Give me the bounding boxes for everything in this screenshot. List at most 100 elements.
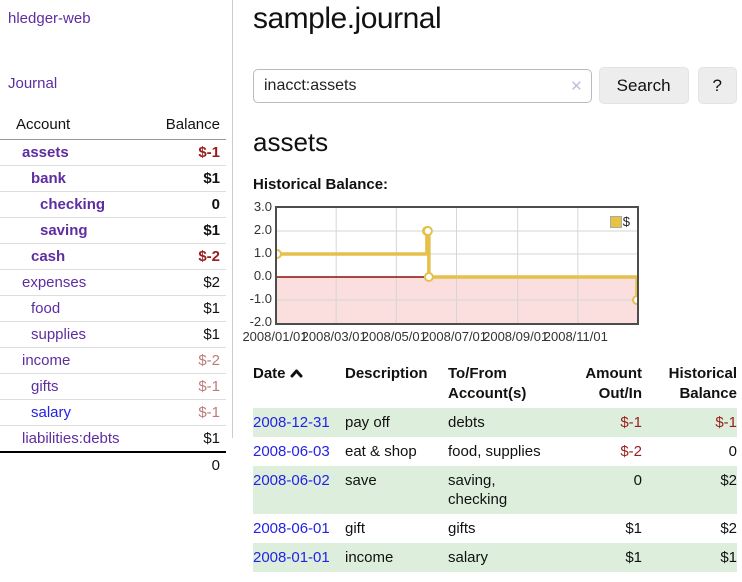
sidebar: hledger-web Journal Account Balance asse… bbox=[0, 0, 233, 478]
y-axis-tick-label: 0.0 bbox=[253, 268, 272, 283]
transaction-description: eat & shop bbox=[345, 443, 417, 460]
page-title: sample.journal bbox=[253, 2, 442, 35]
account-row-gifts: gifts $-1 bbox=[0, 373, 226, 400]
app-title-link[interactable]: hledger-web bbox=[8, 10, 91, 27]
transaction-row: 2008-12-31 pay off debts $-1 $-1 bbox=[253, 408, 737, 437]
accounts-table: Account Balance assets $-1 bank $1 check… bbox=[0, 112, 226, 478]
account-row-bank: bank $1 bbox=[0, 165, 226, 192]
x-axis-tick-label: 2008/05/01 bbox=[361, 329, 427, 344]
transaction-row: 2008-06-02 save saving, checking 0 $2 bbox=[253, 466, 737, 514]
balance-column-header: Historical Balance bbox=[668, 365, 737, 402]
sidebar-item-journal[interactable]: Journal bbox=[8, 75, 58, 92]
transaction-amount: $-1 bbox=[620, 414, 642, 431]
account-balance: $1 bbox=[150, 295, 226, 322]
y-axis-tick-label: -2.0 bbox=[249, 314, 272, 329]
search-button[interactable]: Search bbox=[598, 67, 689, 104]
account-row-liabilities-debts: liabilities:debts $1 bbox=[0, 425, 226, 453]
account-balance: $-2 bbox=[150, 243, 226, 270]
transaction-accounts: saving, checking bbox=[448, 472, 508, 508]
account-link[interactable]: cash bbox=[31, 248, 66, 265]
account-link[interactable]: saving bbox=[40, 222, 88, 239]
legend-swatch-icon bbox=[609, 215, 622, 228]
transaction-description: gift bbox=[345, 520, 366, 537]
transaction-date-link[interactable]: 2008-06-01 bbox=[253, 520, 330, 537]
amount-column-header: Amount Out/In bbox=[585, 365, 642, 402]
description-column-header: Description bbox=[345, 365, 428, 382]
accounts-header-row: Account Balance bbox=[0, 112, 226, 140]
account-row-expenses: expenses $2 bbox=[0, 269, 226, 296]
transaction-date-link[interactable]: 2008-06-02 bbox=[253, 472, 330, 489]
transaction-row: 2008-01-01 income salary $1 $1 bbox=[253, 543, 737, 572]
chart-title: Historical Balance: bbox=[253, 176, 389, 193]
account-link[interactable]: assets bbox=[22, 144, 69, 161]
transaction-amount: 0 bbox=[633, 472, 642, 489]
transaction-balance: $1 bbox=[720, 549, 737, 566]
historical-balance-chart: $ 3.0 2.0 1.0 0.0 -1.0 -2.0 2008/01/01 2008/03/… bbox=[242, 199, 653, 346]
account-link[interactable]: income bbox=[22, 352, 71, 369]
transaction-balance: $2 bbox=[720, 472, 737, 489]
x-axis-tick-label: 2008/09/01 bbox=[483, 329, 549, 344]
date-column-header[interactable]: Date bbox=[253, 360, 345, 408]
account-row-saving: saving $1 bbox=[0, 217, 226, 244]
account-link[interactable]: bank bbox=[31, 170, 67, 187]
account-balance: $-1 bbox=[150, 373, 226, 400]
search-row: ✕ Search ? bbox=[253, 67, 737, 104]
transaction-amount: $1 bbox=[625, 549, 642, 566]
clear-search-icon[interactable]: ✕ bbox=[570, 77, 583, 95]
legend-label: $ bbox=[622, 214, 630, 229]
transaction-balance: 0 bbox=[728, 443, 737, 460]
transaction-row: 2008-06-01 gift gifts $1 $2 bbox=[253, 514, 737, 543]
transaction-date-link[interactable]: 2008-12-31 bbox=[253, 414, 330, 431]
accounts-total-row: 0 bbox=[0, 451, 226, 478]
main-content: sample.journal ✕ Search ? assets Histori… bbox=[233, 0, 742, 572]
chart-plot-area: $ bbox=[275, 206, 639, 325]
transaction-accounts: debts bbox=[448, 414, 485, 431]
account-balance: $-1 bbox=[150, 139, 226, 166]
chart-legend: $ bbox=[609, 214, 630, 229]
transaction-description: pay off bbox=[345, 414, 390, 431]
help-button[interactable]: ? bbox=[697, 67, 737, 104]
transaction-date-link[interactable]: 2008-01-01 bbox=[253, 549, 330, 566]
account-link[interactable]: supplies bbox=[31, 326, 87, 343]
account-row-food: food $1 bbox=[0, 295, 226, 322]
account-row-cash: cash $-2 bbox=[0, 243, 226, 270]
account-link[interactable]: salary bbox=[31, 404, 72, 421]
account-row-salary: salary $-1 bbox=[0, 399, 226, 426]
account-column-header: Account bbox=[0, 112, 151, 140]
accounts-column-header: To/From Account(s) bbox=[448, 365, 527, 402]
transaction-amount: $-2 bbox=[620, 443, 642, 460]
y-axis-tick-label: 2.0 bbox=[253, 222, 272, 237]
account-balance: 0 bbox=[150, 191, 226, 218]
y-axis-tick-label: -1.0 bbox=[249, 291, 272, 306]
transactions-table: Date Description To/From Account(s) Amou… bbox=[253, 360, 737, 572]
account-page-title: assets bbox=[253, 127, 329, 157]
account-link[interactable]: food bbox=[31, 300, 61, 317]
account-balance: $1 bbox=[150, 217, 226, 244]
account-link[interactable]: expenses bbox=[22, 274, 87, 291]
transactions-header-row: Date Description To/From Account(s) Amou… bbox=[253, 360, 737, 408]
transaction-description: income bbox=[345, 549, 394, 566]
transaction-accounts: food, supplies bbox=[448, 443, 541, 460]
account-link[interactable]: liabilities:debts bbox=[22, 430, 120, 447]
account-balance: $-2 bbox=[150, 347, 226, 374]
account-link[interactable]: gifts bbox=[31, 378, 59, 395]
transaction-description: save bbox=[345, 472, 377, 489]
transaction-row: 2008-06-03 eat & shop food, supplies $-2… bbox=[253, 437, 737, 466]
transaction-accounts: gifts bbox=[448, 520, 476, 537]
account-balance: $1 bbox=[150, 321, 226, 348]
account-row-income: income $-2 bbox=[0, 347, 226, 374]
transaction-date-link[interactable]: 2008-06-03 bbox=[253, 443, 330, 460]
sort-asc-icon bbox=[290, 369, 303, 378]
y-axis-tick-label: 3.0 bbox=[253, 199, 272, 214]
account-balance: $-1 bbox=[150, 399, 226, 426]
transaction-balance: $2 bbox=[720, 520, 737, 537]
account-link[interactable]: checking bbox=[40, 196, 106, 213]
transaction-balance: $-1 bbox=[715, 414, 737, 431]
transaction-accounts: salary bbox=[448, 549, 489, 566]
account-row-supplies: supplies $1 bbox=[0, 321, 226, 348]
account-row-checking: checking 0 bbox=[0, 191, 226, 218]
account-row-assets: assets $-1 bbox=[0, 139, 226, 166]
account-balance: $1 bbox=[150, 425, 226, 453]
search-input[interactable] bbox=[253, 68, 592, 103]
account-balance: $1 bbox=[150, 165, 226, 192]
